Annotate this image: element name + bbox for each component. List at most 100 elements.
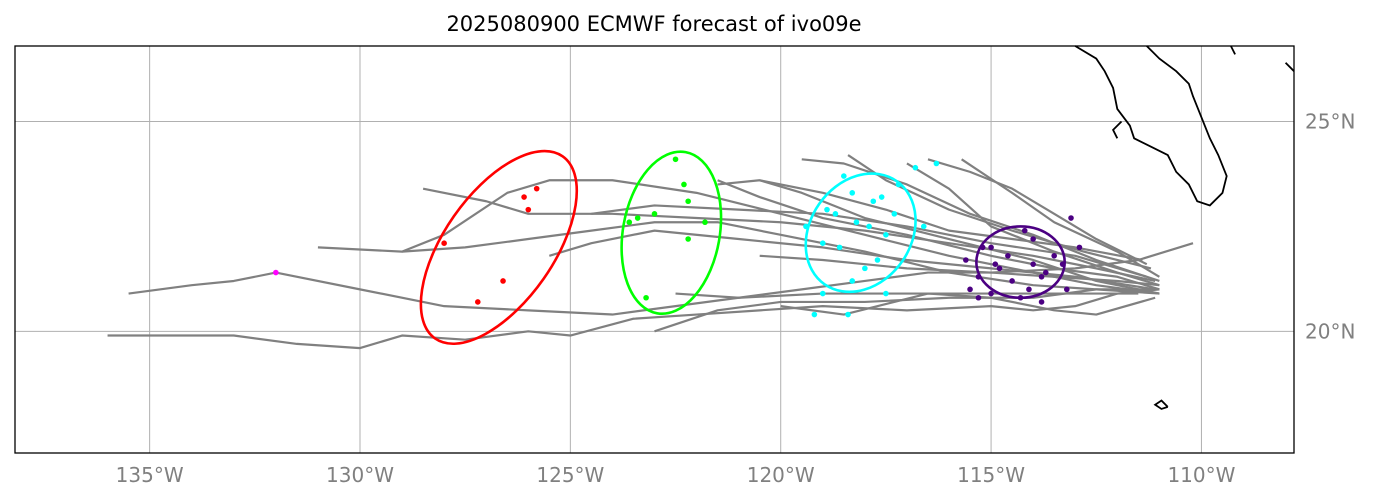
day-1-position — [1059, 261, 1066, 267]
day-2-position — [870, 198, 877, 205]
map-title: 2025080900 ECMWF forecast of ivo09e — [446, 12, 862, 36]
ensemble-track — [107, 288, 1160, 350]
ensemble-tracks — [107, 154, 1194, 350]
ensemble-track — [717, 179, 1160, 291]
day-3-position — [702, 219, 708, 226]
day-1-position — [967, 286, 973, 293]
day-2-position — [849, 278, 856, 284]
day-1-position — [1030, 261, 1036, 267]
day-3-position — [672, 156, 679, 163]
day-2-position — [920, 223, 927, 230]
lon-tick-label: 110°W — [1167, 463, 1235, 487]
day-1-position — [979, 244, 986, 251]
day-2-position — [883, 290, 889, 297]
graticule — [15, 46, 1294, 453]
ensemble-track — [927, 158, 1148, 266]
day-2-position — [832, 211, 839, 217]
day-2-position — [849, 190, 856, 196]
day-3-position — [626, 219, 633, 226]
day-2-position — [895, 181, 902, 188]
uncertainty-ellipses — [419, 149, 1067, 346]
day-3-ellipse — [620, 150, 723, 316]
day-1-position — [963, 257, 969, 263]
lon-tick-label: 135°W — [116, 463, 184, 487]
day-1-position — [975, 273, 982, 280]
day-2-position — [862, 265, 868, 272]
day-2-position — [866, 223, 872, 230]
day-2-position — [912, 164, 919, 171]
lon-tick-label: 125°W — [536, 463, 604, 487]
day-3-position — [651, 211, 658, 217]
day-2-position — [824, 206, 830, 213]
day-2-position — [853, 219, 860, 226]
day-3-position — [685, 198, 691, 205]
day-4-position — [533, 185, 540, 192]
day-2-position — [845, 311, 851, 318]
day-1-position — [1042, 269, 1049, 276]
day-4-position — [474, 299, 481, 305]
ensemble-track — [801, 158, 1160, 283]
day-1-position — [1038, 299, 1045, 305]
tick-labels: 135°W 130°W 125°W 120°W 115°W 110°W 25°N 20°N — [116, 110, 1356, 487]
ensemble-track — [906, 162, 1160, 287]
day-2-position — [811, 311, 818, 318]
day-2-position — [883, 232, 889, 238]
day-2-position — [891, 211, 898, 217]
day-1-position — [1017, 294, 1024, 301]
ensemble-track — [847, 154, 1152, 270]
lon-tick-label: 120°W — [747, 463, 815, 487]
day-1-position — [1009, 278, 1015, 284]
day-2-position — [878, 194, 885, 200]
day-1-position — [996, 265, 1003, 272]
day-1-position — [988, 290, 994, 297]
day-1-position — [1038, 273, 1045, 280]
day-5-position — [273, 269, 279, 276]
day-1-position — [1005, 252, 1011, 259]
day-1-position — [988, 244, 994, 251]
day-1-position — [1021, 227, 1028, 234]
day-1-position — [1068, 215, 1074, 221]
ensemble-track — [759, 179, 1160, 295]
coastline — [1074, 45, 1228, 207]
day-2-position — [874, 257, 881, 263]
day-1-position — [975, 294, 982, 301]
map-frame — [14, 45, 1295, 454]
day-1-position — [1026, 286, 1032, 293]
day-2-position — [819, 240, 826, 247]
day-3-position — [681, 181, 687, 188]
coastline — [1230, 45, 1236, 55]
day-2-ellipse — [804, 172, 917, 294]
day-2-position — [841, 173, 847, 179]
day-4-position — [500, 278, 506, 284]
day-3-position — [685, 236, 691, 242]
day-1-position — [1030, 236, 1036, 242]
day-4-ellipse — [419, 149, 579, 346]
day-2-position — [836, 244, 843, 251]
ensemble-track — [128, 271, 1160, 316]
day-2-position — [803, 223, 809, 230]
lat-tick-label: 25°N — [1305, 110, 1355, 134]
coastlines — [1074, 45, 1295, 410]
ensemble-track — [401, 221, 1160, 295]
daily-positions — [273, 156, 1083, 318]
day-4-position — [525, 206, 532, 213]
lon-tick-label: 115°W — [957, 463, 1025, 487]
lat-tick-label: 20°N — [1305, 319, 1355, 343]
day-2-position — [933, 160, 940, 167]
day-1-position — [1051, 252, 1057, 259]
day-4-position — [521, 194, 527, 200]
day-4-position — [441, 240, 447, 247]
day-2-position — [819, 290, 826, 297]
day-3-position — [634, 215, 641, 221]
ensemble-track — [422, 187, 1156, 283]
day-3-position — [643, 294, 649, 301]
coastline — [1284, 62, 1295, 72]
ensemble-track — [780, 292, 1156, 316]
coastline — [1153, 399, 1169, 410]
lon-tick-label: 130°W — [326, 463, 394, 487]
day-1-position — [992, 261, 999, 267]
ensemble-track — [675, 292, 1139, 299]
day-1-position — [1076, 244, 1083, 251]
day-1-position — [1064, 286, 1070, 293]
